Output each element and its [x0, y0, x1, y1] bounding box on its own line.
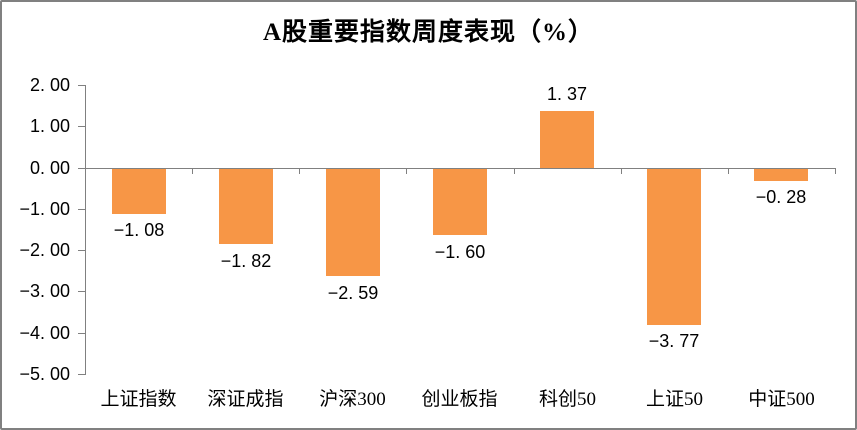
category-tick	[514, 168, 515, 174]
y-axis-tick	[78, 333, 85, 334]
category-tick	[835, 168, 836, 174]
y-axis-tick	[78, 250, 85, 251]
y-axis-tick	[78, 168, 85, 169]
y-tick-label: 0. 00	[29, 158, 70, 178]
y-tick-label: −5. 00	[19, 364, 70, 384]
bar-value-label: −0. 28	[755, 187, 807, 207]
bar-value-label: 1. 37	[546, 84, 588, 104]
bar	[647, 169, 701, 325]
y-axis-tick	[78, 374, 85, 375]
bar	[326, 169, 380, 276]
category-tick	[728, 168, 729, 174]
bar-value-label: −1. 60	[434, 242, 486, 262]
category-label: 沪深300	[319, 389, 386, 410]
category-label: 创业板指	[421, 389, 498, 410]
bar	[754, 169, 808, 181]
bar-value-label: −1. 82	[220, 251, 272, 271]
bar	[219, 169, 273, 244]
y-axis-tick	[78, 209, 85, 210]
bar	[112, 169, 166, 214]
bar	[540, 111, 594, 168]
category-label: 中证500	[748, 389, 815, 410]
bar-value-label: −1. 08	[113, 220, 165, 240]
category-tick	[85, 168, 86, 174]
category-label: 深证成指	[207, 389, 284, 410]
category-label: 上证指数	[100, 389, 177, 410]
y-tick-label: −1. 00	[19, 199, 70, 219]
y-tick-label: −4. 00	[19, 323, 70, 343]
x-axis-line	[85, 168, 835, 169]
y-axis-tick	[78, 126, 85, 127]
y-tick-label: 1. 00	[29, 116, 70, 136]
category-tick	[406, 168, 407, 174]
bar	[433, 169, 487, 235]
category-tick	[621, 168, 622, 174]
y-axis-line	[85, 85, 86, 375]
bar-value-label: −3. 77	[648, 331, 700, 351]
y-axis-tick	[78, 85, 85, 86]
y-tick-label: −3. 00	[19, 281, 70, 301]
y-tick-label: −2. 00	[19, 240, 70, 260]
y-tick-label: 2. 00	[29, 75, 70, 95]
category-tick	[299, 168, 300, 174]
bar-value-label: −2. 59	[327, 283, 379, 303]
chart-title: A股重要指数周度表现（%）	[262, 19, 595, 46]
category-label: 科创50	[538, 389, 596, 410]
category-tick	[192, 168, 193, 174]
y-axis-tick	[78, 291, 85, 292]
category-label: 上证50	[645, 389, 703, 410]
